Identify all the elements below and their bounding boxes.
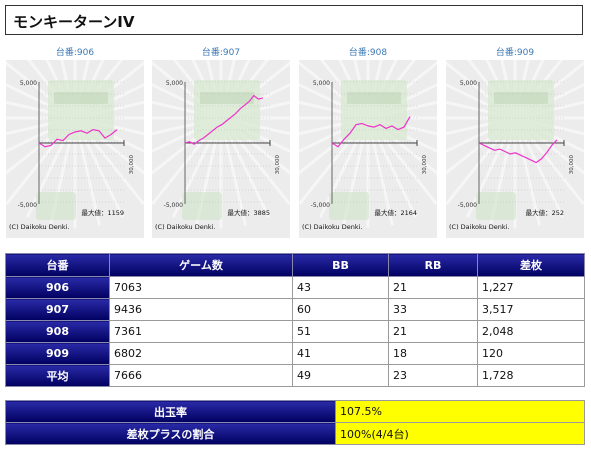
cell-diff: 2,048 (477, 320, 585, 343)
cell-diff: 1,227 (477, 276, 585, 299)
page-title: モンキーターンIV (13, 13, 135, 31)
chart-link-908[interactable]: 台番:908 (348, 48, 388, 58)
chart-series-line (184, 94, 264, 145)
table-row: 906 7063 43 21 1,227 (5, 276, 585, 299)
chart-copyright: (C) Daikoku Denki. (449, 223, 510, 231)
cell-diff: 3,517 (477, 298, 585, 321)
cell-games: 9436 (109, 298, 293, 321)
stats-table: 台番 ゲーム数 BB RB 差枚 906 7063 43 21 1,227 90… (5, 253, 585, 387)
cell-bb: 41 (292, 342, 389, 365)
plus-ratio-value: 100%(4/4台) (335, 422, 585, 445)
payout-row: 出玉率 107.5% (5, 400, 585, 423)
chart-watermark-panel (200, 92, 254, 104)
chart-max-value: 最大値：3885 (227, 208, 270, 217)
cell-bb: 43 (292, 276, 389, 299)
cell-bb: 51 (292, 320, 389, 343)
header-games: ゲーム数 (109, 253, 293, 277)
chart-copyright: (C) Daikoku Denki. (302, 223, 363, 231)
chart-copyright: (C) Daikoku Denki. (155, 223, 216, 231)
cell-rb: 21 (388, 276, 478, 299)
chart-y-top-label: 5,000 (20, 80, 37, 87)
header-bb: BB (292, 253, 389, 277)
chart-panel-908: 台番:908 5,000 -5,000 30,000 最大値：2164 (C) Daik… (299, 45, 437, 238)
chart-link-906[interactable]: 台番:906 (55, 48, 95, 58)
table-row-average: 平均 7666 49 23 1,728 (5, 364, 585, 387)
cell-games: 7666 (109, 364, 293, 387)
chart-series-line (331, 116, 411, 148)
chart-watermark-logo (36, 192, 76, 220)
cell-rb: 33 (388, 298, 478, 321)
cell-games: 6802 (109, 342, 293, 365)
chart-y-bottom-label: -5,000 (311, 202, 331, 209)
rate-table: 出玉率 107.5% 差枚プラスの割合 100%(4/4台) (5, 400, 585, 445)
cell-diff: 1,728 (477, 364, 585, 387)
chart-y-top-label: 5,000 (460, 80, 477, 87)
chart-x-label: 30,000 (422, 155, 428, 175)
chart-y-top-label: 5,000 (166, 80, 183, 87)
chart-watermark-panel (494, 92, 548, 104)
row-machine-no: 908 (5, 320, 110, 343)
header-machine-no: 台番 (5, 253, 110, 277)
chart-series-line (38, 128, 118, 148)
payout-rate-value: 107.5% (335, 400, 585, 423)
chart-link-907[interactable]: 台番:907 (201, 48, 241, 58)
chart-x-label: 30,000 (129, 155, 135, 175)
chart-watermark-panel (347, 92, 401, 104)
table-row: 907 9436 60 33 3,517 (5, 298, 585, 321)
table-row: 909 6802 41 18 120 (5, 342, 585, 365)
chart-y-top-label: 5,000 (313, 80, 330, 87)
table-row: 908 7361 51 21 2,048 (5, 320, 585, 343)
chart-watermark-logo (329, 192, 369, 220)
header-diff: 差枚 (477, 253, 585, 277)
chart-x-label: 30,000 (569, 155, 575, 175)
payout-rate-label: 出玉率 (5, 400, 336, 423)
chart-906: 5,000 -5,000 30,000 最大値：1159 (C) Daikoku Den… (6, 60, 144, 238)
chart-max-value: 最大値：252 (526, 208, 564, 217)
chart-907: 5,000 -5,000 30,000 最大値：3885 (C) Daikoku Den… (152, 60, 290, 238)
chart-watermark-machine (488, 80, 554, 140)
stats-header-row: 台番 ゲーム数 BB RB 差枚 (5, 253, 585, 277)
chart-series-line (478, 139, 558, 164)
chart-y-bottom-label: -5,000 (18, 202, 38, 209)
page-title-box: モンキーターンIV (5, 5, 583, 35)
chart-watermark-panel (54, 92, 108, 104)
chart-watermark-logo (476, 192, 516, 220)
cell-games: 7361 (109, 320, 293, 343)
cell-rb: 23 (388, 364, 478, 387)
chart-max-value: 最大値：2164 (374, 208, 417, 217)
chart-link-909[interactable]: 台番:909 (495, 48, 535, 58)
cell-games: 7063 (109, 276, 293, 299)
chart-panel-906: 台番:906 5,000 -5,000 30,000 最大値：1159 (C) Daik… (6, 45, 144, 238)
chart-y-bottom-label: -5,000 (458, 202, 478, 209)
chart-x-label: 30,000 (275, 155, 281, 175)
row-machine-no: 909 (5, 342, 110, 365)
chart-max-value: 最大値：1159 (81, 208, 124, 217)
chart-panel-907: 台番:907 5,000 -5,000 30,000 最大値：3885 (C) Daik… (152, 45, 290, 238)
row-average-label: 平均 (5, 364, 110, 387)
chart-copyright: (C) Daikoku Denki. (9, 223, 70, 231)
plus-ratio-label: 差枚プラスの割合 (5, 422, 336, 445)
cell-bb: 60 (292, 298, 389, 321)
cell-bb: 49 (292, 364, 389, 387)
cell-rb: 21 (388, 320, 478, 343)
chart-909: 5,000 -5,000 30,000 最大値：252 (C) Daikoku Denk… (446, 60, 584, 238)
chart-panel-909: 台番:909 5,000 -5,000 30,000 最大値：252 (C) Daiko… (446, 45, 584, 238)
plus-ratio-row: 差枚プラスの割合 100%(4/4台) (5, 422, 585, 445)
cell-rb: 18 (388, 342, 478, 365)
chart-watermark-machine (194, 80, 260, 140)
cell-diff: 120 (477, 342, 585, 365)
row-machine-no: 907 (5, 298, 110, 321)
header-rb: RB (388, 253, 478, 277)
chart-y-bottom-label: -5,000 (164, 202, 184, 209)
chart-908: 5,000 -5,000 30,000 最大値：2164 (C) Daikoku Den… (299, 60, 437, 238)
row-machine-no: 906 (5, 276, 110, 299)
chart-watermark-logo (182, 192, 222, 220)
